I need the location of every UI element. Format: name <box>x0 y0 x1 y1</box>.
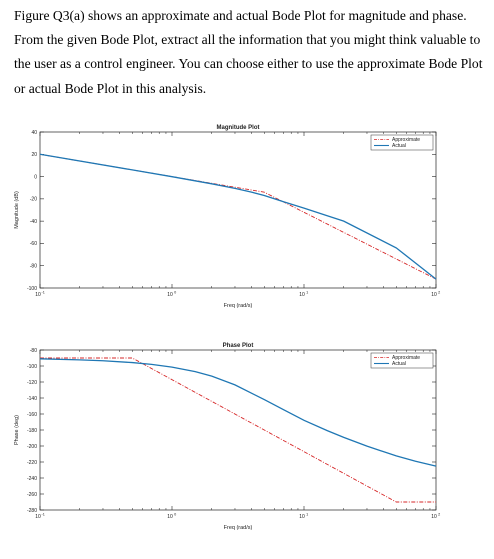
y-tick-label: -200 <box>27 444 37 450</box>
x-tick-label: 10 <box>431 514 437 520</box>
x-tick-exponent: 2 <box>438 513 440 517</box>
legend-label: Approximate <box>392 355 420 361</box>
legend-label: Actual <box>392 143 406 149</box>
x-tick-exponent: -1 <box>42 513 45 517</box>
y-tick-label: -120 <box>27 380 37 386</box>
y-tick-label: -20 <box>30 197 37 203</box>
x-tick-exponent: 1 <box>306 513 308 517</box>
y-tick-label: -180 <box>27 428 37 434</box>
x-tick-label: 10 <box>167 514 173 520</box>
y-tick-label: -40 <box>30 219 37 225</box>
y-tick-label: -160 <box>27 412 37 418</box>
chart-title: Magnitude Plot <box>217 125 260 131</box>
question-text: Figure Q3(a) shows an approximate and ac… <box>14 4 488 101</box>
x-tick-label: 10 <box>167 292 173 298</box>
actual-series-line <box>39 358 437 467</box>
y-tick-label: -240 <box>27 476 37 482</box>
phase-plot: 10 -1 10 0 10 1 10 2-80-100-120-140-160-180-200… <box>14 343 440 531</box>
y-axis-label: Phase (deg) <box>14 415 20 445</box>
y-tick-label: 20 <box>31 152 37 158</box>
x-tick-label: 10 <box>35 292 41 298</box>
legend-label: Actual <box>392 361 406 367</box>
y-tick-label: -80 <box>30 264 37 270</box>
actual-series-line <box>39 153 437 280</box>
y-tick-label: -280 <box>27 508 37 514</box>
x-tick-label: 10 <box>35 514 41 520</box>
y-tick-label: -100 <box>27 286 37 292</box>
y-tick-label: -60 <box>30 241 37 247</box>
y-axis-label: Magnitude (dB) <box>14 191 20 229</box>
magnitude-plot: 10 -1 10 0 10 1 10 240200-20-40-60-80-100Magnit… <box>14 125 440 309</box>
y-tick-label: 40 <box>31 130 37 136</box>
x-axis-label: Freq (rad/s) <box>224 303 253 309</box>
y-tick-label: 0 <box>34 174 37 180</box>
x-tick-label: 10 <box>299 514 305 520</box>
x-tick-label: 10 <box>431 292 437 298</box>
legend-label: Approximate <box>392 137 420 143</box>
y-tick-label: -260 <box>27 492 37 498</box>
plot-frame <box>39 349 437 511</box>
x-tick-exponent: 0 <box>174 291 176 295</box>
approximate-series-line <box>40 357 436 503</box>
question-line: the user as a control engineer. You can … <box>14 56 483 72</box>
legend-box <box>370 352 434 369</box>
y-tick-label: -140 <box>27 396 37 402</box>
question-line: From the given Bode Plot, extract all th… <box>14 32 481 48</box>
x-axis-label: Freq (rad/s) <box>224 525 253 531</box>
plot-frame <box>39 131 437 289</box>
x-tick-exponent: 2 <box>438 291 440 295</box>
legend-box <box>370 134 434 151</box>
x-tick-label: 10 <box>299 292 305 298</box>
question-line: Figure Q3(a) shows an approximate and ac… <box>14 8 467 23</box>
x-tick-exponent: 0 <box>174 513 176 517</box>
question-line: or actual Bode Plot in this analysis. <box>14 80 207 96</box>
x-tick-exponent: 1 <box>306 291 308 295</box>
y-tick-label: -100 <box>27 364 37 370</box>
x-tick-exponent: -1 <box>42 291 45 295</box>
y-tick-label: -220 <box>27 460 37 466</box>
y-tick-label: -80 <box>30 348 37 354</box>
chart-title: Phase Plot <box>223 343 254 349</box>
